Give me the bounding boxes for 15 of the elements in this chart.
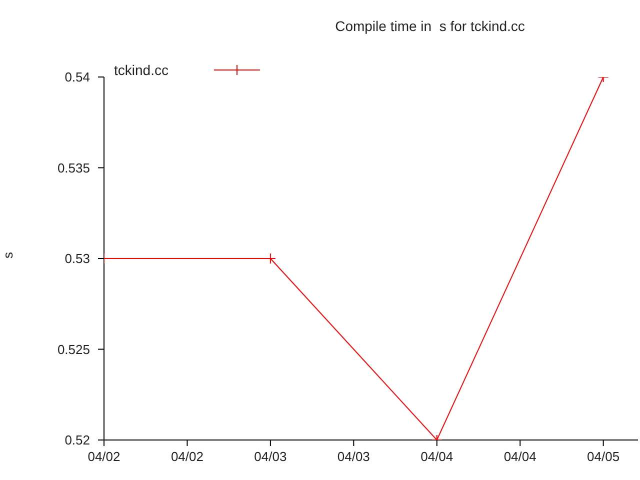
y-axis-title: s (0, 252, 16, 258)
y-tick-label: 0.54 (64, 70, 90, 85)
y-tick-label: 0.52 (64, 432, 90, 448)
y-tick-label: 0.53 (64, 251, 90, 266)
x-tick-label: 04/04 (420, 449, 454, 464)
x-tick-label: 04/05 (587, 449, 620, 464)
x-tick-label: 04/03 (254, 449, 287, 464)
x-tick-label: 04/03 (337, 449, 370, 464)
text: tckind.cc (114, 62, 170, 78)
y-tick-label: 0.525 (57, 342, 90, 357)
y-tick-label: 0.535 (57, 160, 90, 176)
x-tick-label: 04/04 (504, 449, 536, 464)
x-tick-label: 04/02 (88, 449, 120, 464)
x-tick-label: 04/02 (170, 449, 204, 464)
chart-title: Compile time in s for tckind.cc (334, 18, 526, 34)
